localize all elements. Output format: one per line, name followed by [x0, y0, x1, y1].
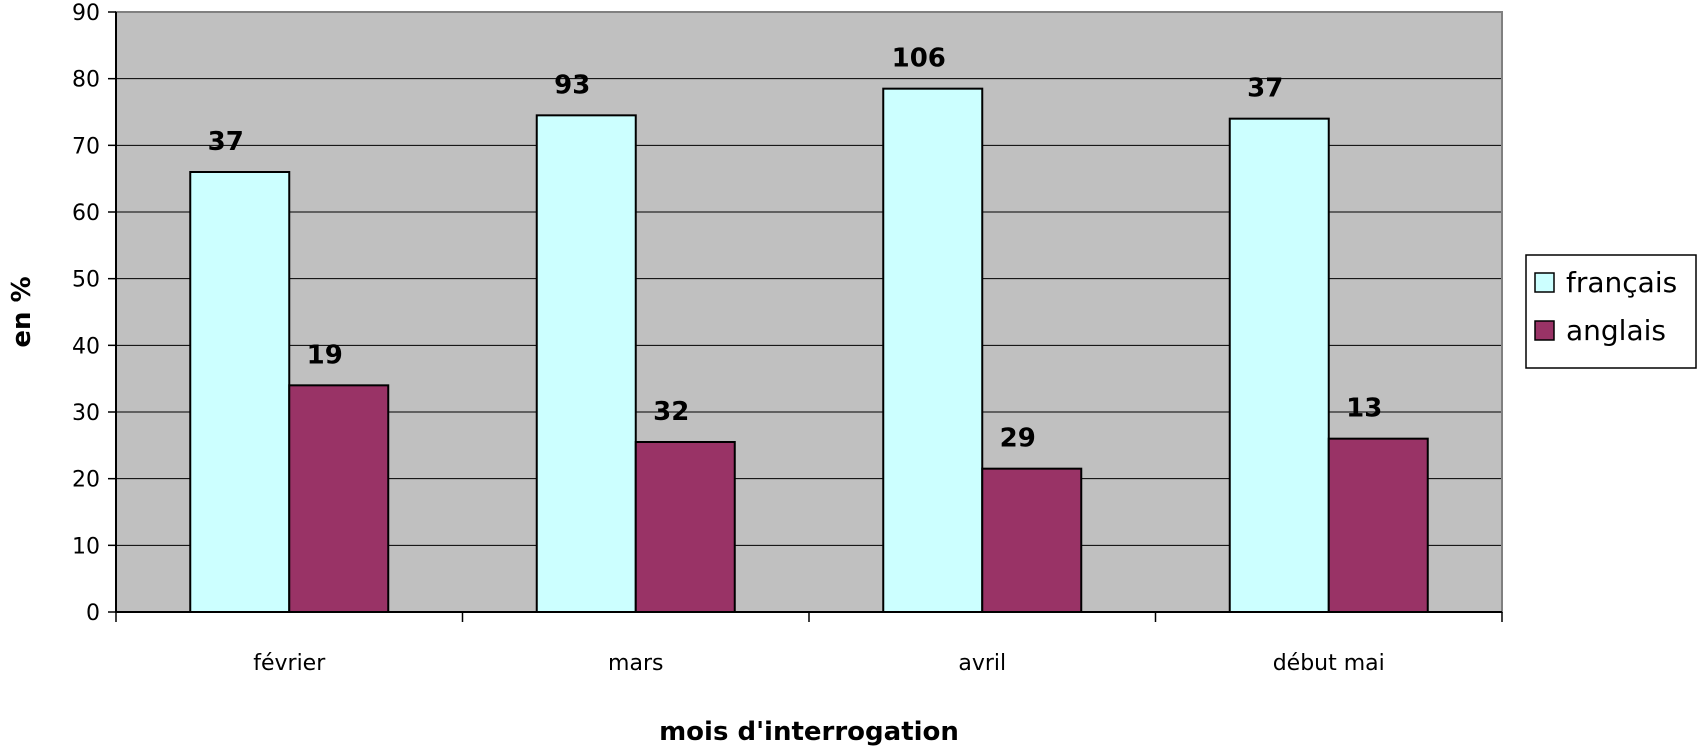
y-tick-label: 60	[72, 201, 100, 226]
legend-swatch-francais	[1534, 272, 1555, 293]
bar-anglais	[1327, 437, 1429, 613]
bar-anglais	[634, 441, 736, 613]
y-tick-label: 0	[86, 601, 100, 626]
y-tick-label: 10	[72, 534, 100, 559]
data-label-anglais: 32	[653, 397, 689, 427]
data-label-francais: 37	[208, 127, 244, 157]
x-axis-title: mois d'interrogation	[659, 717, 959, 747]
x-tick-label: avril	[958, 651, 1006, 676]
legend-label-anglais: anglais	[1566, 314, 1666, 347]
bar-francais	[1228, 117, 1330, 614]
data-label-anglais: 29	[1000, 424, 1036, 454]
y-tick-label: 90	[72, 1, 100, 26]
y-tick-label: 70	[72, 134, 100, 159]
data-label-anglais: 13	[1346, 394, 1382, 424]
legend-swatch-anglais	[1534, 320, 1555, 341]
legend-label-francais: français	[1566, 266, 1677, 299]
bar-anglais	[981, 467, 1083, 613]
bar-anglais	[288, 384, 390, 614]
y-tick-label: 40	[72, 334, 100, 359]
data-label-francais: 93	[554, 70, 590, 100]
data-label-francais: 106	[892, 44, 946, 74]
y-tick-label: 20	[72, 468, 100, 493]
y-tick-label: 80	[72, 68, 100, 93]
data-label-francais: 37	[1247, 74, 1283, 104]
bar-francais	[882, 87, 984, 613]
y-tick-label: 50	[72, 268, 100, 293]
legend: français anglais	[1525, 254, 1697, 369]
bars-group	[189, 87, 1429, 614]
bar-francais	[535, 114, 637, 613]
bar-francais	[189, 171, 291, 613]
x-tick-label: début mai	[1273, 651, 1385, 676]
data-labels-group: 37 93 106 37 19 32 29 13	[208, 44, 1383, 454]
y-axis-title: en %	[7, 276, 37, 347]
x-tick-label: février	[253, 651, 326, 676]
x-tick-label: mars	[608, 651, 663, 676]
y-tick-label: 30	[72, 401, 100, 426]
axes-group: 0 10 20 30 40 50 60 70 80 90 février mars avril début…	[72, 1, 1503, 676]
data-label-anglais: 19	[307, 340, 343, 370]
